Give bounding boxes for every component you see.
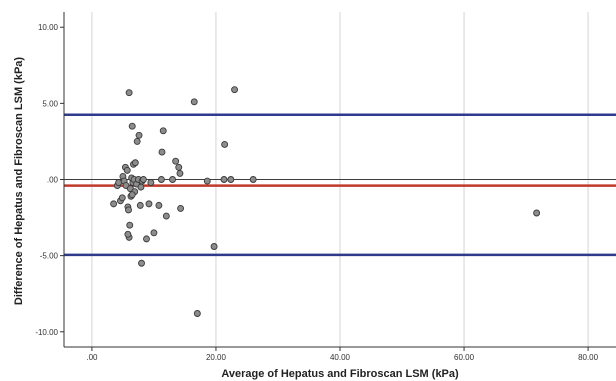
data-point [128, 191, 136, 199]
data-point [158, 148, 166, 156]
data-point [131, 159, 139, 167]
data-point [143, 235, 150, 243]
x-tick-label: .00 [86, 353, 98, 362]
y-axis-title: Difference of Hepatus and Fibroscan LSM … [13, 57, 25, 305]
data-point [126, 221, 134, 229]
data-point [249, 176, 257, 183]
data-point [147, 179, 155, 186]
data-points [110, 86, 541, 317]
data-point [203, 177, 211, 185]
data-point [221, 141, 229, 148]
y-tick-label: 5.00 [42, 99, 58, 108]
y-tick-labels: 10.00 5.00 .00 -5.00 -10.00 [35, 23, 64, 337]
data-point [159, 127, 167, 135]
data-point [135, 131, 143, 139]
y-tick-label: -10.00 [35, 328, 58, 337]
data-point [231, 86, 239, 94]
data-point [193, 310, 201, 317]
x-tick-label: 20.00 [206, 353, 227, 362]
data-point [157, 176, 165, 183]
data-point [177, 204, 185, 212]
data-point [145, 200, 153, 208]
data-point [169, 176, 176, 183]
data-point [133, 137, 141, 145]
y-tick-label: 10.00 [38, 23, 59, 32]
data-point [110, 200, 118, 208]
data-point [210, 243, 218, 250]
data-point [150, 229, 158, 237]
data-point [136, 201, 144, 209]
y-tick-label: .00 [47, 176, 59, 185]
data-point [172, 157, 180, 165]
data-point [124, 230, 132, 238]
data-point [220, 176, 228, 183]
data-point [123, 166, 131, 174]
data-point [138, 259, 145, 267]
x-tick-label: 40.00 [330, 353, 351, 362]
data-point [227, 176, 235, 183]
x-tick-label: 60.00 [454, 353, 475, 362]
data-point [115, 179, 123, 186]
data-point [125, 206, 132, 214]
x-axis-title: Average of Hepatus and Fibroscan LSM (kP… [221, 368, 459, 380]
data-point [128, 122, 136, 130]
reference-lines [64, 113, 616, 257]
data-point [190, 98, 198, 106]
data-point [155, 201, 163, 209]
data-point [125, 89, 133, 97]
data-point [176, 169, 184, 177]
y-tick-label: -5.00 [40, 252, 59, 261]
x-tick-label: 80.00 [578, 353, 599, 362]
data-point [162, 212, 170, 220]
x-tick-labels: .00 20.00 40.00 60.00 80.00 [86, 347, 599, 362]
data-point [139, 176, 147, 183]
data-point [533, 209, 541, 217]
data-point [118, 194, 126, 202]
data-point [137, 183, 145, 191]
data-point [175, 163, 183, 171]
